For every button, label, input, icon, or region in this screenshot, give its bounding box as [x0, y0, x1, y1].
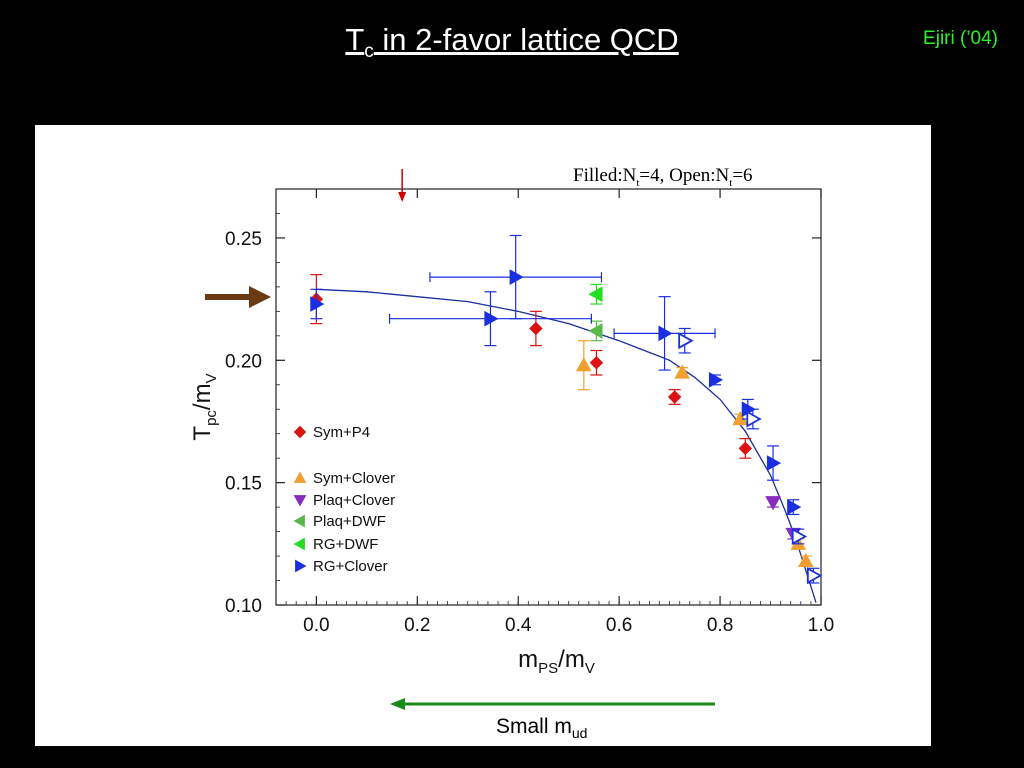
data-point — [708, 372, 724, 388]
legend-marker — [295, 559, 307, 573]
legend-label: RG+Clover — [313, 558, 388, 575]
legend-note-end: =6 — [732, 165, 753, 186]
citation: Ejiri (’04) — [923, 28, 998, 49]
y-tick-label: 0.20 — [225, 351, 262, 372]
legend-note-mid: =4, Open:N — [639, 165, 730, 186]
small-mud-main: Small m — [496, 715, 572, 738]
legend-label: Sym+Clover — [313, 470, 395, 487]
legend-note-filled: Filled:N — [573, 165, 637, 186]
data-point — [738, 441, 753, 456]
legend-label: RG+DWF — [313, 536, 378, 553]
title-sub: c — [364, 41, 374, 63]
x-tick-label: 0.0 — [303, 615, 329, 636]
small-mud-sub: ud — [571, 725, 588, 742]
slide-title: Tc in 2-favor lattice QCD — [0, 22, 1024, 63]
legend-note-t2: t — [729, 176, 733, 189]
x-tick-label: 0.8 — [707, 615, 733, 636]
data-point — [798, 552, 814, 568]
y-tick-label: 0.10 — [225, 596, 262, 617]
data-point — [575, 357, 592, 372]
data-point — [765, 496, 781, 511]
data-point — [529, 321, 543, 336]
legend-marker — [293, 425, 307, 439]
title-rest: in 2-favor lattice QCD — [373, 22, 679, 57]
data-point — [766, 455, 782, 471]
data-point — [509, 269, 524, 285]
data-point — [589, 356, 604, 370]
data-point — [678, 332, 694, 350]
data-point — [310, 296, 325, 312]
data-point — [588, 323, 603, 339]
legend-note-t1: t — [636, 176, 640, 189]
legend-marker — [293, 537, 305, 551]
data-point — [658, 325, 673, 342]
data-point — [732, 410, 749, 426]
tc-arrow-icon — [205, 286, 271, 308]
data-point — [787, 499, 802, 515]
x-tick-label: 0.6 — [606, 615, 632, 636]
x-tick-label: 0.4 — [505, 615, 532, 636]
legend-label: Sym+P4 — [313, 424, 370, 441]
small-mud-arrow-icon — [390, 698, 405, 710]
legend-marker — [293, 514, 305, 528]
y-tick-label: 0.15 — [225, 474, 262, 495]
y-axis-title: Tpc/mV — [189, 373, 220, 440]
small-mud-label: Small mud — [496, 715, 587, 741]
x-axis-title: mPS/mV — [518, 646, 595, 677]
chart-panel: 0.0 0.2 0.4 0.6 0.8 1.0 0.10 0.15 0.20 0.25 mPS/mV… — [35, 125, 931, 746]
x-tick-label: 0.2 — [404, 615, 430, 636]
data-point — [484, 310, 499, 327]
data-point — [806, 567, 823, 585]
legend-marker — [293, 471, 307, 483]
legend-note: Filled:Nt=4, Open:Nt=6 — [573, 165, 753, 189]
y-tick-label: 0.25 — [225, 229, 262, 250]
legend-label: Plaq+Clover — [313, 492, 395, 509]
data-point — [588, 286, 603, 303]
x-tick-label: 1.0 — [808, 615, 834, 636]
data-point — [791, 527, 808, 546]
tc-label: 173±8 MeV — [43, 284, 151, 307]
data-point — [667, 390, 682, 404]
legend-marker — [293, 495, 307, 507]
data-point — [674, 364, 691, 379]
chart-svg: 0.0 0.2 0.4 0.6 0.8 1.0 0.10 0.15 0.20 0.25 mPS/mV… — [189, 169, 834, 710]
legend-label: Plaq+DWF — [313, 513, 386, 530]
title-main: T — [345, 22, 365, 57]
down-arrow-icon — [398, 192, 407, 202]
data-point — [746, 410, 762, 428]
